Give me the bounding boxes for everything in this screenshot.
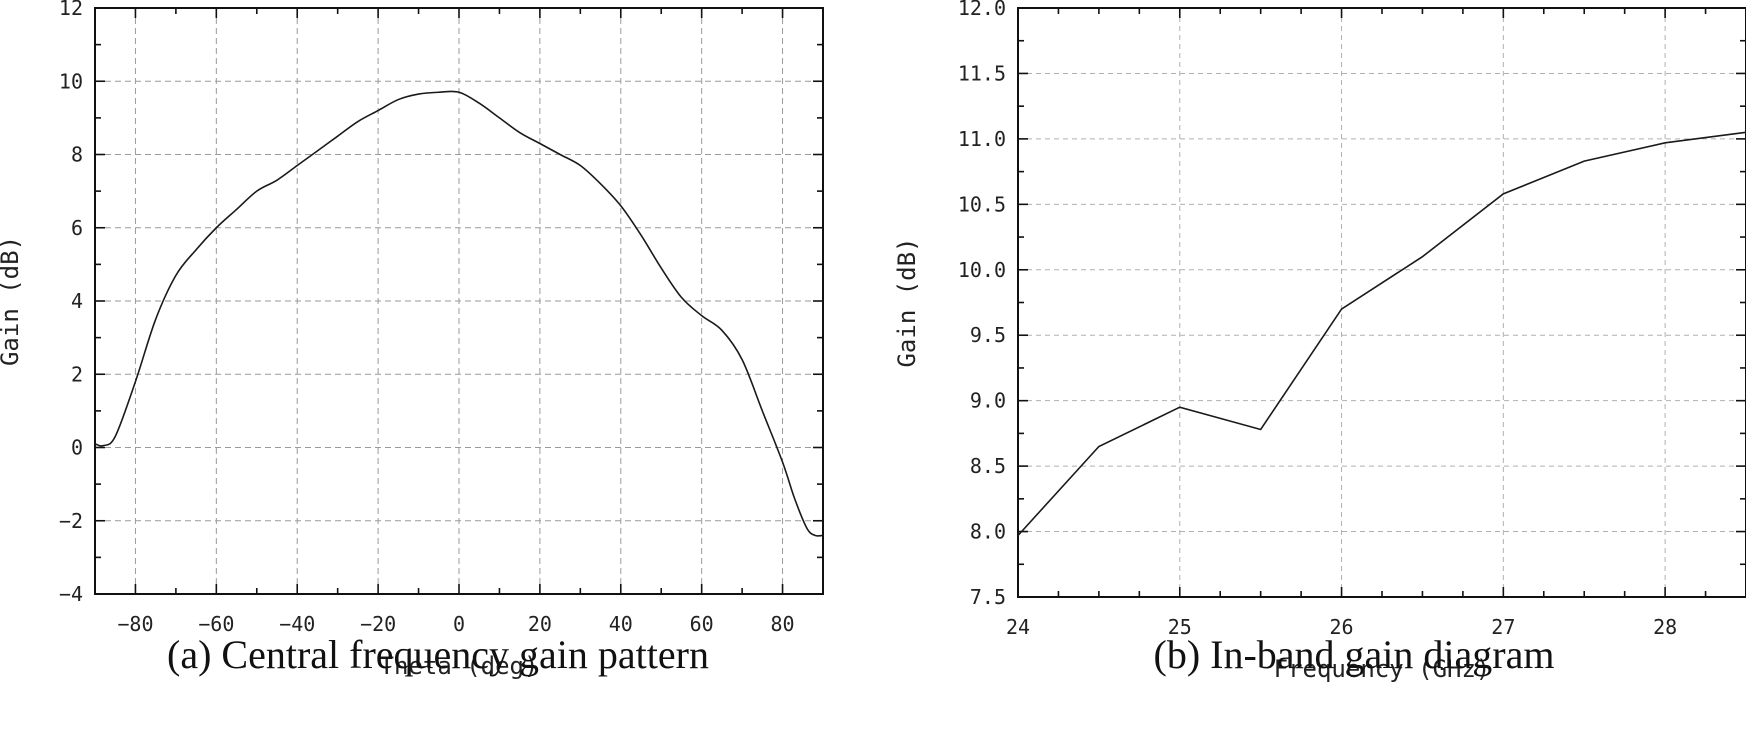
y-tick-label: 11.5 (958, 61, 1006, 85)
panel-a-gain-pattern: −80 −60 −40 −20 0 20 40 60 80−4−2024681012Theta … (0, 0, 824, 680)
panel-b-inband-gain: 24 25 26 27 28 7.5 8.0 8.5 9.0 9.5 10.0 10.5 11.0 11.… (893, 0, 1746, 683)
y-axis-label: Gain (dB) (893, 237, 921, 367)
x-tick-label: 25 (1168, 615, 1192, 639)
y-tick-label: 12 (59, 0, 83, 20)
y-tick-label: 4 (71, 289, 83, 313)
y-tick-label: 0 (71, 436, 83, 460)
y-tick-label: −2 (59, 509, 83, 533)
y-tick-label: 10.5 (958, 192, 1006, 216)
plot-frame (94, 7, 824, 595)
x-tick-label: 26 (1330, 615, 1354, 639)
x-tick-label: −40 (279, 612, 315, 636)
y-tick-label: 10.0 (958, 258, 1006, 282)
x-tick-label: 24 (1006, 615, 1030, 639)
y-tick-label: 9.5 (970, 323, 1006, 347)
x-tick-label: −60 (198, 612, 234, 636)
x-tick-label: 60 (690, 612, 714, 636)
y-tick-label: 8.5 (970, 454, 1006, 478)
y-tick-label: 8 (71, 143, 83, 167)
x-tick-label: 40 (609, 612, 633, 636)
series-line-b (1017, 131, 1746, 537)
y-tick-label: 8.0 (970, 520, 1006, 544)
x-axis-label: Theta (deg) (380, 652, 539, 680)
y-tick-label: 6 (71, 216, 83, 240)
y-tick-label: 7.5 (970, 585, 1006, 609)
x-tick-label: 0 (453, 612, 465, 636)
x-axis-label: Frequency (GHz) (1274, 655, 1491, 683)
y-tick-label: 12.0 (958, 0, 1006, 20)
x-tick-label: 28 (1653, 615, 1677, 639)
x-tick-label: 27 (1491, 615, 1515, 639)
series-line-a (94, 90, 824, 537)
y-tick-label: 11.0 (958, 127, 1006, 151)
caption-b: (b) In-band gain diagram (1154, 632, 1555, 677)
x-tick-label: −20 (360, 612, 396, 636)
plot-frame (1017, 7, 1746, 598)
y-tick-label: 10 (59, 69, 83, 93)
y-tick-label: 9.0 (970, 389, 1006, 413)
y-axis-label: Gain (dB) (0, 236, 24, 366)
y-tick-label: 2 (71, 362, 83, 386)
caption-a: (a) Central frequency gain pattern (167, 632, 709, 677)
x-tick-label: 80 (771, 612, 795, 636)
x-tick-label: 20 (528, 612, 552, 636)
y-tick-label: −4 (59, 582, 83, 606)
x-tick-label: −80 (117, 612, 153, 636)
